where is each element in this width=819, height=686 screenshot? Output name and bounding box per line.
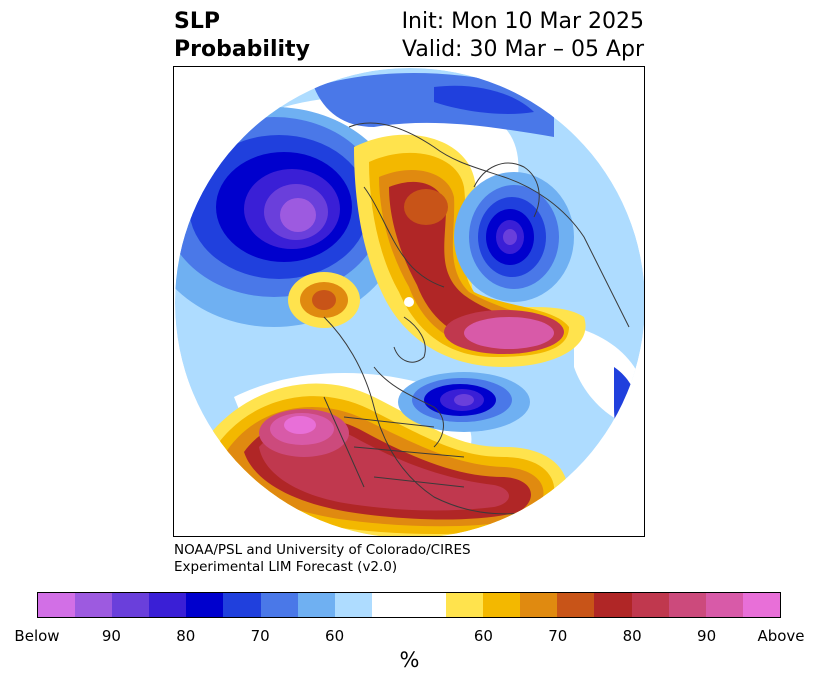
forecast-dates: Init: Mon 10 Mar 2025 Valid: 30 Mar – 05…: [402, 8, 644, 64]
colorbar-segment: [334, 593, 372, 617]
colorbar-tick-labels: Below 90 80 70 60 60 70 80 90 Above: [0, 627, 819, 647]
title-variable: SLP: [174, 9, 220, 34]
colorbar-segment: [186, 593, 224, 617]
colorbar-segment: [557, 593, 595, 617]
colorbar-segment: [371, 593, 447, 617]
colorbar-unit: %: [399, 648, 420, 672]
colorbar-segment: [223, 593, 261, 617]
colorbar-tick-label: 70: [250, 627, 270, 645]
colorbar-tick-label: 90: [101, 627, 121, 645]
colorbar-segment: [742, 593, 780, 617]
colorbar-tick-label: 80: [176, 627, 196, 645]
colorbar-segment: [668, 593, 706, 617]
colorbar-segment: [594, 593, 632, 617]
colorbar-tick-label: 60: [473, 627, 493, 645]
init-date: Init: Mon 10 Mar 2025: [401, 9, 644, 34]
colorbar-segment: [520, 593, 558, 617]
colorbar-tick-label: Above: [757, 627, 805, 645]
colorbar-segment: [112, 593, 150, 617]
probability-map: [175, 68, 644, 536]
colorbar-segment: [75, 593, 113, 617]
credit-line-2: Experimental LIM Forecast (v2.0): [174, 559, 398, 575]
colorbar-segment: [705, 593, 743, 617]
scandinavia-low: [454, 172, 574, 302]
colorbar-segment: [483, 593, 521, 617]
colorbar-segment: [38, 593, 76, 617]
colorbar-tick-label: 80: [622, 627, 642, 645]
title-quantity: Probability: [174, 37, 310, 62]
colorbar-segment: [631, 593, 669, 617]
credit-line-1: NOAA/PSL and University of Colorado/CIRE…: [174, 542, 471, 558]
map-panel: [173, 66, 645, 537]
colorbar-tick-label: Below: [14, 627, 60, 645]
valid-date: Valid: 30 Mar – 05 Apr: [402, 37, 644, 62]
colorbar-tick-label: 60: [325, 627, 345, 645]
data-credit: NOAA/PSL and University of Colorado/CIRE…: [174, 542, 471, 576]
colorbar-segment: [446, 593, 484, 617]
map-title: SLP Probability: [174, 8, 310, 64]
labrador-low: [398, 372, 530, 432]
colorbar: [37, 592, 781, 618]
colorbar-segment: [260, 593, 298, 617]
coastlines: [323, 122, 630, 515]
colorbar-tick-label: 70: [548, 627, 568, 645]
colorbar-segment: [149, 593, 187, 617]
colorbar-tick-label: 90: [697, 627, 717, 645]
colorbar-segment: [297, 593, 335, 617]
